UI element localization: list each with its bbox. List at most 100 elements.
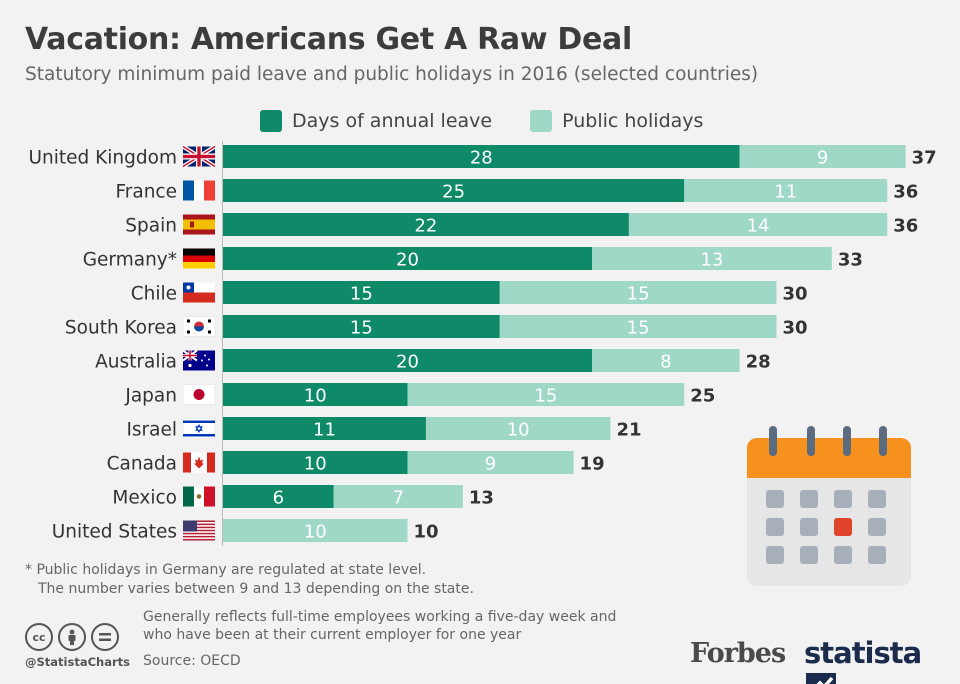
total-label: 13: [469, 488, 494, 509]
total-label: 37: [912, 148, 937, 169]
chart-title: Vacation: Americans Get A Raw Deal: [25, 22, 632, 57]
bar-annual-leave: [223, 247, 592, 270]
statista-wordmark: statista: [804, 636, 922, 670]
value-label-public-holidays: 8: [660, 352, 671, 373]
bar-row: Israel 11 10 21: [126, 417, 642, 441]
total-label: 28: [746, 352, 771, 373]
country-label: Australia: [95, 352, 177, 373]
plot-area: United Kingdom 28 9 37 France 25 11 36 Spain 22 14…: [29, 141, 937, 546]
value-label-public-holidays: 11: [774, 182, 797, 203]
value-label-annual-leave: 20: [396, 352, 419, 373]
country-label: United Kingdom: [29, 148, 178, 169]
calendar-icon: [747, 426, 911, 586]
total-label: 10: [414, 522, 439, 543]
legend-swatch-annual-leave: [260, 110, 282, 132]
bar-row: Spain 22 14 36: [125, 213, 918, 237]
cc-icon: cc: [25, 623, 53, 651]
creative-commons-badges: cc: [25, 623, 124, 651]
bar-row: United Kingdom 28 9 37: [29, 144, 937, 169]
bar-public-holidays: [739, 145, 906, 168]
spain-flag-icon: [183, 214, 215, 235]
value-label-annual-leave: 25: [442, 182, 465, 203]
legend-item-public-holidays: Public holidays: [530, 110, 703, 132]
country-label: Germany*: [83, 250, 177, 271]
value-label-public-holidays: 15: [534, 386, 557, 407]
bar-annual-leave: [223, 417, 426, 440]
bar-public-holidays: [407, 383, 685, 406]
attribution-icon: [58, 623, 86, 651]
bar-public-holidays: [684, 179, 888, 202]
legend-label-public-holidays: Public holidays: [562, 110, 704, 132]
uk-flag-icon: [181, 144, 217, 169]
bar-public-holidays: [499, 315, 777, 338]
bar-public-holidays: [592, 247, 832, 270]
footnote-line-1: * Public holidays in Germany are regulat…: [25, 562, 427, 578]
bar-annual-leave: [223, 315, 500, 338]
australia-flag-icon: [182, 349, 215, 371]
bar-row: France 25 11 36: [115, 179, 918, 203]
japan-flag-icon: [182, 384, 216, 405]
country-label: Mexico: [112, 488, 177, 509]
statista-logo: statista: [804, 636, 960, 684]
bar-row: United States 10 10: [52, 519, 439, 543]
footnote: * Public holidays in Germany are regulat…: [25, 561, 474, 599]
bar-row: South Korea 15 15 30: [65, 315, 808, 339]
value-label-annual-leave: 11: [313, 420, 336, 441]
bar-annual-leave: [223, 383, 408, 406]
bar-row: Australia 20 8 28: [95, 349, 771, 373]
total-label: 36: [893, 182, 918, 203]
total-label: 30: [783, 318, 808, 339]
bar-public-holidays: [628, 213, 888, 236]
bar-public-holidays: [592, 349, 740, 372]
note-line-2: who have been at their current employer …: [143, 627, 522, 643]
bar-annual-leave: [223, 213, 629, 236]
methodology-note: Generally reflects full-time employees w…: [143, 608, 616, 644]
forbes-logo: Forbes: [690, 638, 786, 669]
total-label: 36: [893, 216, 918, 237]
country-label: France: [115, 182, 177, 203]
usa-flag-icon: [183, 520, 215, 541]
value-label-public-holidays: 7: [393, 488, 404, 509]
country-label: United States: [52, 522, 177, 543]
country-label: Israel: [126, 420, 177, 441]
bar-public-holidays: [425, 417, 611, 440]
note-line-1: Generally reflects full-time employees w…: [143, 609, 617, 625]
legend-swatch-public-holidays: [530, 110, 553, 132]
total-label: 33: [838, 250, 863, 271]
value-label-annual-leave: 22: [414, 216, 437, 237]
bar-row: Mexico 6 7 13: [112, 485, 494, 509]
total-label: 25: [690, 386, 715, 407]
total-label: 30: [783, 284, 808, 305]
israel-flag-icon: [182, 418, 216, 439]
statista-mark-icon: [806, 673, 836, 684]
no-derivatives-icon: [91, 623, 119, 651]
south-korea-flag-icon: [182, 316, 216, 337]
value-label-annual-leave: 15: [350, 284, 373, 305]
bar-chart: United Kingdom 28 9 37 France 25 11 36 Spain 22 14…: [29, 141, 937, 546]
canada-flag-icon: [183, 452, 215, 473]
bar-annual-leave: [223, 451, 408, 474]
source-text: Source: OECD: [143, 653, 241, 669]
total-label: 21: [616, 420, 641, 441]
value-label-annual-leave: 6: [273, 488, 284, 509]
chart-subtitle: Statutory minimum paid leave and public …: [25, 64, 759, 85]
value-label-annual-leave: 20: [396, 250, 419, 271]
legend-label-annual-leave: Days of annual leave: [292, 110, 493, 132]
bar-annual-leave: [223, 485, 334, 508]
mexico-flag-icon: [183, 486, 215, 507]
bar-row: Canada 10 9 19: [107, 451, 605, 475]
value-label-annual-leave: 10: [304, 386, 327, 407]
bar-annual-leave: [223, 145, 740, 168]
france-flag-icon: [183, 180, 215, 201]
statista-handle: @StatistaCharts: [25, 655, 130, 669]
value-label-public-holidays: 9: [817, 148, 828, 169]
total-label: 19: [580, 454, 605, 475]
country-label: Chile: [131, 284, 177, 305]
chile-flag-icon: [183, 282, 215, 303]
bar-row: Japan 10 15 25: [124, 383, 715, 407]
value-label-public-holidays: 15: [627, 284, 650, 305]
legend-item-annual-leave: Days of annual leave: [260, 110, 492, 132]
value-label-public-holidays: 15: [627, 318, 650, 339]
value-label-public-holidays: 14: [747, 216, 770, 237]
value-label-public-holidays: 13: [700, 250, 723, 271]
